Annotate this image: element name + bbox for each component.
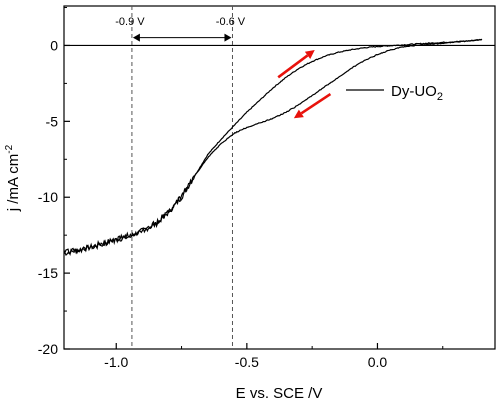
y-tick-label: -10 [38, 189, 58, 205]
potential-label: -0.9 V [115, 16, 145, 28]
y-axis-title: j /mA cm-2 [4, 144, 22, 212]
legend-label-main: Dy-UO [391, 83, 437, 100]
x-axis-ticks: -1.0 -0.5 0.0 [104, 343, 444, 370]
y-tick-label: -20 [38, 341, 58, 357]
scan-arrow-shaft [300, 92, 332, 115]
reference-lines: -0.9 V -0.6 V [64, 6, 495, 349]
range-arrow-head-right [224, 33, 232, 42]
y-axis-title-main: j /mA cm [5, 154, 22, 213]
x-tick-label: -0.5 [235, 354, 259, 370]
x-tick-label: 0.0 [368, 354, 388, 370]
y-tick-label: -15 [38, 265, 58, 281]
y-tick-label: -5 [46, 113, 59, 129]
y-axis-title-superscript: -2 [4, 144, 15, 153]
data-series [63, 38, 483, 257]
y-tick-label: 0 [50, 37, 58, 53]
plot-frame [63, 5, 496, 350]
legend: Dy-UO2 [346, 83, 443, 103]
x-axis-title: E vs. SCE /V [236, 385, 323, 402]
y-axis-ticks: 0 -5 -10 -15 -20 [38, 7, 70, 357]
scan-direction-arrows [277, 50, 332, 119]
legend-label: Dy-UO2 [391, 83, 443, 103]
potential-label: -0.6 V [216, 16, 246, 28]
scan-arrow-head [293, 109, 304, 119]
series-line-reverse [63, 38, 483, 255]
scan-arrow-shaft [277, 54, 309, 79]
range-arrow-head-left [132, 33, 140, 42]
legend-label-subscript: 2 [437, 91, 443, 103]
series-line-forward [63, 38, 483, 257]
scan-arrow-head [304, 50, 315, 60]
x-tick-label: -1.0 [104, 354, 128, 370]
